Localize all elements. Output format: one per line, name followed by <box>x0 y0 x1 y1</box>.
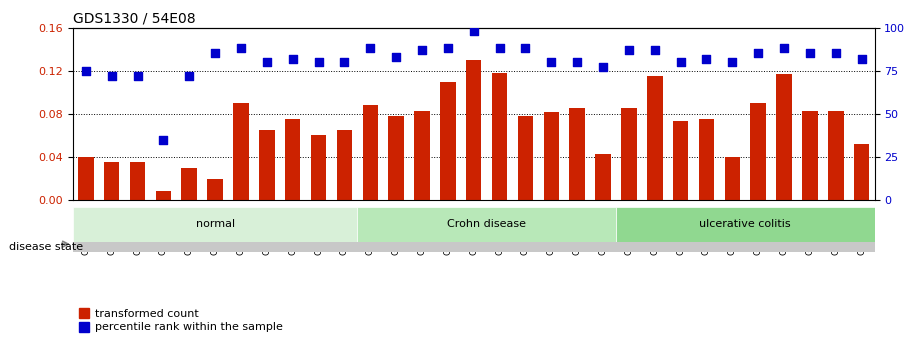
Point <box>596 65 610 70</box>
Bar <box>828 111 844 200</box>
Point <box>389 54 404 60</box>
Bar <box>285 119 301 200</box>
Text: ulcerative colitis: ulcerative colitis <box>700 219 791 229</box>
Bar <box>311 136 326 200</box>
Bar <box>104 162 119 200</box>
Bar <box>803 111 818 200</box>
Bar <box>440 81 456 200</box>
Bar <box>776 74 792 200</box>
Bar <box>181 168 197 200</box>
Bar <box>517 116 533 200</box>
Point <box>441 46 456 51</box>
Point <box>156 137 170 142</box>
Point <box>466 28 481 34</box>
Text: GDS1330 / 54E08: GDS1330 / 54E08 <box>73 11 196 25</box>
Text: Crohn disease: Crohn disease <box>447 219 527 229</box>
Bar <box>492 73 507 200</box>
Bar <box>363 105 378 200</box>
Bar <box>751 103 766 200</box>
Point <box>828 51 843 56</box>
Point <box>260 59 274 65</box>
Point <box>415 47 429 53</box>
Point <box>699 56 713 61</box>
Legend: transformed count, percentile rank within the sample: transformed count, percentile rank withi… <box>78 309 283 333</box>
Point <box>751 51 765 56</box>
Point <box>725 59 740 65</box>
Point <box>285 56 300 61</box>
Point <box>621 47 636 53</box>
Bar <box>78 157 94 200</box>
Point <box>312 59 326 65</box>
Point <box>673 59 688 65</box>
Bar <box>466 60 482 200</box>
Bar <box>673 121 689 200</box>
FancyBboxPatch shape <box>357 207 616 242</box>
Bar <box>544 112 559 200</box>
Bar <box>233 103 249 200</box>
Bar <box>156 191 171 200</box>
Text: disease state: disease state <box>9 242 83 252</box>
Bar <box>854 144 869 200</box>
Bar <box>415 111 430 200</box>
Point <box>648 47 662 53</box>
Bar <box>259 130 274 200</box>
Bar <box>724 157 740 200</box>
Point <box>182 73 197 79</box>
Bar <box>621 108 637 200</box>
Bar <box>595 154 610 200</box>
Point <box>208 51 222 56</box>
Point <box>570 59 585 65</box>
Point <box>855 56 869 61</box>
Point <box>337 59 352 65</box>
Point <box>234 46 249 51</box>
Point <box>544 59 558 65</box>
Bar <box>699 119 714 200</box>
Bar <box>647 76 662 200</box>
FancyBboxPatch shape <box>616 207 875 242</box>
Bar <box>208 179 223 200</box>
Point <box>518 46 533 51</box>
Bar <box>569 108 585 200</box>
Point <box>777 46 792 51</box>
Point <box>105 73 119 79</box>
Bar <box>73 241 875 252</box>
Point <box>803 51 817 56</box>
Bar <box>129 162 145 200</box>
Point <box>363 46 377 51</box>
FancyBboxPatch shape <box>73 207 357 242</box>
Point <box>78 68 93 73</box>
Bar <box>337 130 353 200</box>
Point <box>130 73 145 79</box>
Text: normal: normal <box>196 219 235 229</box>
Point <box>492 46 507 51</box>
Bar <box>388 116 404 200</box>
